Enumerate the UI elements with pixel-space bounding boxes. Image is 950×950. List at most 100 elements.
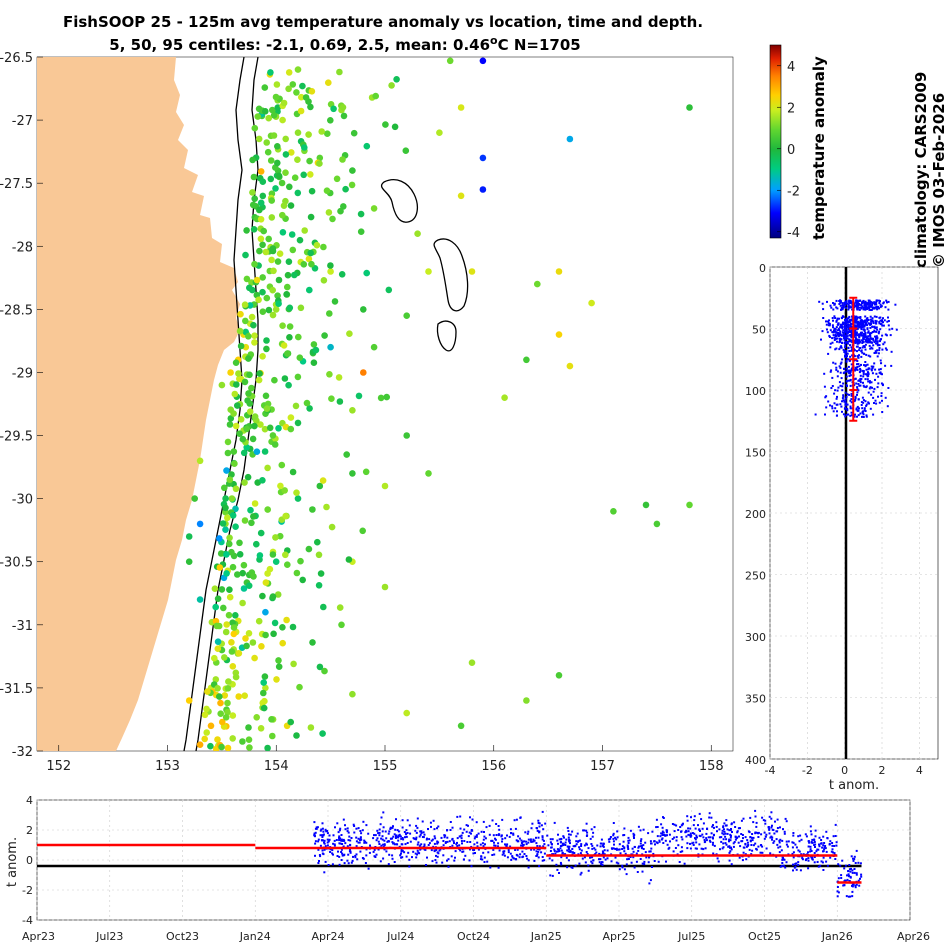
map-point [279, 322, 286, 330]
map-point [285, 258, 293, 266]
map-xtick-label: 152 [46, 759, 71, 774]
depth-point [854, 340, 856, 343]
timeseries-point [785, 840, 788, 843]
map-point [216, 564, 224, 571]
timeseries-point [677, 844, 680, 847]
map-point [303, 399, 311, 407]
timeseries-point [701, 827, 704, 830]
timeseries-point [396, 829, 399, 832]
depth-point [844, 401, 847, 404]
timeseries-point [692, 841, 695, 844]
map-point [214, 595, 222, 602]
timeseries-point [338, 836, 340, 839]
timeseries-point [451, 826, 454, 829]
timeseries-point [458, 844, 461, 847]
timeseries-point [754, 842, 757, 845]
timeseries-point [808, 841, 811, 844]
timeseries-point [695, 834, 698, 837]
depth-point [838, 365, 841, 368]
timeseries-point [759, 844, 762, 847]
map-point [232, 523, 239, 530]
depth-point [863, 321, 866, 324]
timeseries-point [621, 845, 624, 848]
depth-point [881, 384, 884, 387]
timeseries-point [783, 830, 786, 833]
timeseries-point [414, 852, 417, 855]
map-point [306, 286, 313, 294]
depth-point [850, 306, 853, 309]
timeseries-point [672, 850, 675, 853]
timeseries-point [359, 837, 362, 840]
depth-point [849, 359, 852, 362]
map-point [232, 422, 240, 430]
depth-point [866, 302, 869, 305]
depth-point [827, 400, 830, 403]
map-point [297, 304, 305, 312]
timeseries-point [408, 865, 411, 868]
timeseries-point [820, 842, 823, 845]
depth-point [829, 370, 832, 373]
map-point [276, 250, 284, 257]
depth-point [832, 308, 835, 311]
timeseries-point [575, 835, 578, 838]
timeseries-point [668, 833, 671, 836]
map-point [257, 725, 265, 732]
map-point [333, 175, 341, 183]
depth-point [842, 395, 845, 398]
map-point [610, 508, 617, 515]
depth-point [871, 331, 874, 333]
timeseries-point [408, 858, 411, 861]
timeseries-point [479, 843, 482, 846]
depth-point [868, 380, 871, 383]
timeseries-point [585, 822, 588, 825]
map-ytick-label: -30.5 [0, 556, 33, 571]
timeseries-point [543, 852, 546, 855]
map-point [260, 679, 268, 686]
timeseries-point [662, 816, 664, 819]
map-point [251, 654, 258, 662]
map-point [242, 251, 249, 259]
map-point [221, 654, 228, 661]
map-point [214, 645, 222, 652]
timeseries-point [340, 848, 343, 851]
depth-point [850, 336, 853, 339]
timeseries-point [623, 868, 626, 871]
timeseries-point [538, 825, 541, 828]
timeseries-point [324, 828, 327, 831]
map-point [297, 107, 305, 115]
depth-point [864, 373, 867, 376]
depth-point [832, 329, 835, 332]
depth-point [842, 329, 845, 332]
timeseries-point [364, 840, 367, 843]
timeseries-point [609, 837, 612, 840]
depth-point [855, 304, 857, 307]
timeseries-point [835, 841, 838, 844]
map-point [257, 529, 265, 537]
depth-point [868, 308, 871, 311]
timeseries-point [467, 835, 470, 838]
map-point [232, 485, 240, 493]
timeseries-point [578, 846, 581, 849]
depth-point [845, 323, 848, 326]
timeseries-point [694, 838, 697, 841]
timeseries-point [771, 824, 773, 827]
depth-point [858, 365, 861, 368]
depth-point [844, 399, 847, 402]
timeseries-point [737, 827, 740, 830]
depth-point [850, 369, 853, 372]
map-point [222, 504, 229, 512]
map-point [237, 416, 245, 423]
depth-point [848, 350, 851, 352]
timeseries-point [722, 842, 725, 845]
timeseries-point [638, 845, 640, 848]
timeseries-point [678, 861, 681, 863]
map-point [223, 570, 230, 577]
timeseries-point [717, 860, 720, 863]
timeseries-point [463, 828, 466, 831]
timeseries-point [686, 842, 689, 845]
timeseries-point [826, 837, 829, 840]
timeseries-point [326, 844, 329, 847]
depth-point [878, 344, 881, 347]
timeseries-point [516, 854, 519, 857]
map-point [248, 519, 255, 527]
